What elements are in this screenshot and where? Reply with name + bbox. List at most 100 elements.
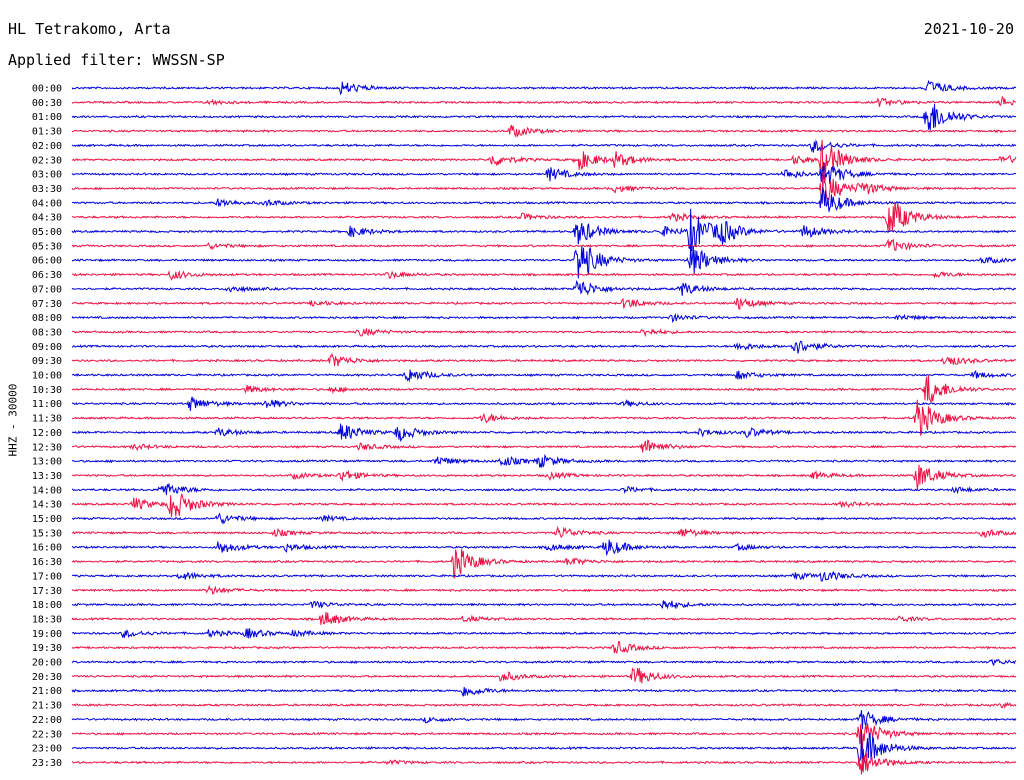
trace-line: [71, 600, 1017, 610]
time-tick-label: 00:00: [32, 84, 62, 95]
filter-label: Applied filter: WWSSN-SP: [8, 51, 225, 69]
trace-line: [71, 464, 1017, 490]
time-tick-label: 18:30: [32, 614, 62, 625]
time-tick-label: 22:30: [32, 729, 62, 740]
trace-line: [71, 187, 1017, 212]
time-tick-label: 09:30: [32, 356, 62, 367]
time-tick-label: 15:30: [32, 528, 62, 539]
time-tick-label: 10:00: [32, 371, 62, 382]
trace-line: [71, 710, 1017, 730]
time-tick-label: 02:30: [32, 155, 62, 166]
time-tick-label: 08:30: [32, 327, 62, 338]
trace-line: [71, 453, 1017, 468]
time-tick-label: 11:00: [32, 399, 62, 410]
trace-line: [71, 584, 1017, 595]
time-tick-label: 04:00: [32, 198, 62, 209]
time-tick-label: 13:30: [32, 471, 62, 482]
time-tick-label: 20:30: [32, 672, 62, 683]
time-tick-label: 12:00: [32, 428, 62, 439]
trace-line: [72, 549, 1017, 579]
time-tick-label: 16:30: [32, 557, 62, 568]
trace-line: [71, 399, 1017, 437]
time-tick-label: 02:00: [32, 141, 62, 152]
trace-line: [71, 238, 1017, 251]
trace-line: [71, 493, 1017, 517]
trace-line: [71, 244, 1017, 279]
time-tick-label: 09:00: [32, 342, 62, 353]
trace-line: [71, 328, 1017, 338]
trace-line: [71, 525, 1017, 539]
trace-line: [71, 79, 1017, 96]
trace-line: [71, 312, 1017, 324]
time-tick-label: 16:00: [32, 543, 62, 554]
trace-line: [71, 512, 1017, 525]
time-tick-label: 14:30: [32, 500, 62, 511]
trace-line: [71, 369, 1017, 383]
time-tick-label: 13:00: [32, 457, 62, 468]
trace-line: [71, 701, 1017, 710]
time-tick-label: 23:30: [32, 758, 62, 769]
trace-line: [72, 375, 1017, 403]
time-tick-label: 10:30: [32, 385, 62, 396]
time-tick-label: 01:30: [32, 127, 62, 138]
time-tick-label: 18:00: [32, 600, 62, 611]
time-tick-label: 06:00: [32, 256, 62, 267]
trace-line: [71, 95, 1017, 107]
record-date: 2021-10-20: [923, 20, 1014, 38]
trace-line: [71, 641, 1017, 655]
trace-line: [71, 667, 1017, 684]
trace-line: [71, 396, 1017, 411]
time-tick-label: 17:00: [32, 571, 62, 582]
trace-line: [71, 483, 1017, 496]
time-tick-label: 14:00: [32, 485, 62, 496]
time-tick-label: 21:00: [32, 686, 62, 697]
trace-line: [71, 539, 1017, 556]
time-tick-label: 19:00: [32, 629, 62, 640]
trace-line: [71, 423, 1017, 442]
time-tick-label: 05:30: [32, 241, 62, 252]
trace-line: [71, 270, 1017, 281]
time-tick-label: 00:30: [32, 98, 62, 109]
time-tick-label: 23:00: [32, 744, 62, 755]
trace-line: [71, 753, 1017, 775]
time-tick-label: 04:30: [32, 213, 62, 224]
time-tick-label: 19:30: [32, 643, 62, 654]
time-tick-label: 15:00: [32, 514, 62, 525]
time-tick-label: 01:00: [32, 112, 62, 123]
trace-line: [71, 570, 1017, 582]
time-tick-label: 17:30: [32, 586, 62, 597]
station-title: HL Tetrakomo, Arta: [8, 20, 171, 38]
trace-line: [71, 686, 1017, 697]
time-tick-label: 22:00: [32, 715, 62, 726]
trace-line: [71, 723, 1017, 750]
trace-line: [71, 628, 1017, 639]
time-tick-label: 12:30: [32, 442, 62, 453]
trace-line: [71, 279, 1017, 296]
trace-line: [71, 124, 1017, 138]
trace-line: [71, 352, 1017, 367]
time-tick-label: 06:30: [32, 270, 62, 281]
trace-line: [71, 139, 1017, 153]
time-tick-label: 03:30: [32, 184, 62, 195]
time-tick-label: 07:30: [32, 299, 62, 310]
trace-line: [71, 170, 1017, 205]
time-tick-label: 03:00: [32, 170, 62, 181]
time-tick-label: 05:00: [32, 227, 62, 238]
trace-line: [71, 201, 1017, 232]
time-tick-label: 08:00: [32, 313, 62, 324]
trace-line: [71, 161, 1017, 188]
time-tick-label: 07:00: [32, 284, 62, 295]
time-tick-label: 20:00: [32, 658, 62, 669]
trace-line: [71, 729, 1017, 771]
trace-line: [71, 611, 1017, 625]
time-tick-label: 11:30: [32, 414, 62, 425]
trace-line: [71, 658, 1017, 667]
trace-line: [71, 439, 1017, 453]
trace-line: [71, 208, 1017, 252]
trace-line: [71, 340, 1017, 354]
trace-line: [71, 297, 1017, 310]
time-tick-label: 21:30: [32, 701, 62, 712]
trace-line: [71, 139, 1017, 178]
trace-line: [71, 103, 1017, 131]
